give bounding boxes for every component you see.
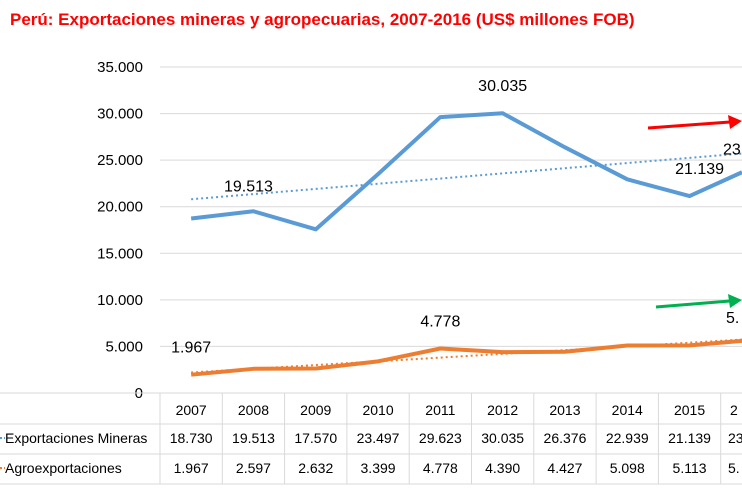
data-table: 2007 2008 2009 2010 2011 2012 2013 2014 2015 2 Exp… (0, 392, 742, 485)
table-category-label: 2013 (549, 402, 580, 418)
y-tick-label: 15.000 (97, 245, 143, 262)
table-value: 2.597 (236, 460, 271, 476)
series-lines (190, 111, 742, 377)
table-value: 3.399 (361, 460, 396, 476)
chart-title: Perú: Exportaciones mineras y agropecuar… (10, 10, 635, 29)
data-label: 4.778 (420, 313, 460, 330)
table-value: 23 (728, 430, 742, 446)
table-value: 29.623 (419, 430, 462, 446)
table-category-label: 2012 (487, 402, 518, 418)
y-tick-label: 25.000 (97, 152, 143, 169)
trendlines (191, 152, 742, 374)
data-label: 23 (723, 141, 741, 158)
table-value: 22.939 (606, 430, 649, 446)
table-value: 23.497 (357, 430, 400, 446)
trend-arrow-head (728, 294, 742, 308)
data-label: 30.035 (478, 78, 527, 95)
table-value: 4.778 (423, 460, 458, 476)
y-tick-label: 5.000 (105, 338, 143, 355)
data-label: 5. (726, 310, 739, 327)
table-category-label: 2011 (425, 402, 455, 418)
table-value: 4.390 (485, 460, 520, 476)
data-label: 1.967 (171, 340, 211, 357)
y-tick-label: 35.000 (97, 59, 143, 76)
y-tick-label: 30.000 (97, 106, 143, 123)
y-tick-label: 10.000 (97, 292, 143, 309)
legend-series-name: Exportaciones Mineras (5, 430, 147, 446)
data-label: 21.139 (675, 161, 724, 178)
trend-arrow-shaft (655, 299, 731, 309)
y-axis-ticks: 05.00010.00015.00020.00025.00030.00035.0… (97, 59, 143, 402)
legend-series-name: Agroexportaciones (5, 460, 122, 476)
table-value: 1.967 (174, 460, 209, 476)
grid (160, 66, 742, 347)
table-value: 18.730 (170, 430, 213, 446)
table-value: 5.098 (610, 460, 645, 476)
table-value: 26.376 (544, 430, 587, 446)
table-value: 2.632 (298, 460, 333, 476)
table-value: 17.570 (294, 430, 337, 446)
table-category-label: 2007 (176, 402, 207, 418)
table-category-label: 2014 (612, 402, 643, 418)
trendline-0 (191, 152, 742, 201)
table-category-label: 2008 (238, 402, 269, 418)
table-value: 21.139 (668, 430, 711, 446)
table-category-label: 2009 (300, 402, 331, 418)
y-tick-label: 20.000 (97, 199, 143, 216)
table-value: 5.113 (673, 460, 707, 476)
table-value: 5. (728, 460, 740, 476)
trend-arrow-head (728, 115, 742, 129)
trend-arrows (647, 115, 742, 309)
trend-arrow-shaft (647, 120, 731, 130)
data-labels: 19.513 30.035 21.139 23 1.967 4.778 5. (171, 78, 741, 356)
table-category-label: 2010 (362, 402, 393, 418)
series-line-1 (190, 338, 742, 377)
table-value: 30.035 (481, 430, 524, 446)
table-category-label: 2 (730, 402, 738, 418)
table-value: 4.427 (547, 460, 582, 476)
table-category-label: 2015 (674, 402, 705, 418)
series-line-0 (190, 111, 742, 232)
data-label: 19.513 (224, 178, 273, 195)
table-value: 19.513 (232, 430, 275, 446)
